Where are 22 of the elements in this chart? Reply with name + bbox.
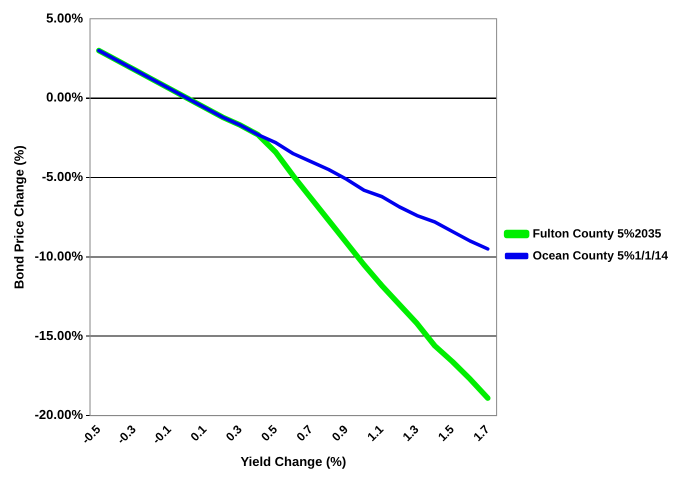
y-tick-label: -5.00% [42, 169, 84, 184]
x-tick-label: 0.1 [188, 422, 210, 444]
legend-label: Ocean County 5%1/1/14 [532, 248, 668, 262]
y-tick-label: 5.00% [46, 10, 84, 26]
y-tick-label: -10.00% [34, 248, 84, 264]
y-tick-label: -20.00% [34, 407, 84, 422]
y-tick-label: -15.00% [34, 328, 84, 343]
x-tick-label: 1.7 [470, 422, 492, 444]
x-axis-title: Yield Change (%) [240, 454, 346, 469]
x-tick-label: -0.1 [150, 422, 174, 447]
x-tick-label: 1.3 [400, 422, 422, 444]
x-tick-label: -0.3 [114, 422, 139, 447]
x-tick-label: 1.1 [364, 422, 386, 444]
y-tick-label: 0.00% [46, 90, 84, 105]
x-tick-label: 0.5 [258, 422, 280, 444]
x-tick-label: 0.7 [294, 422, 316, 444]
x-tick-label: 0.3 [223, 422, 245, 444]
x-tick-label: 0.9 [329, 422, 352, 444]
x-tick-label: -0.5 [78, 422, 104, 447]
x-tick-label: 1.5 [435, 422, 458, 444]
legend-label: Fulton County 5%2035 [532, 226, 662, 240]
y-axis-title: Bond Price Change (%) [11, 145, 26, 290]
